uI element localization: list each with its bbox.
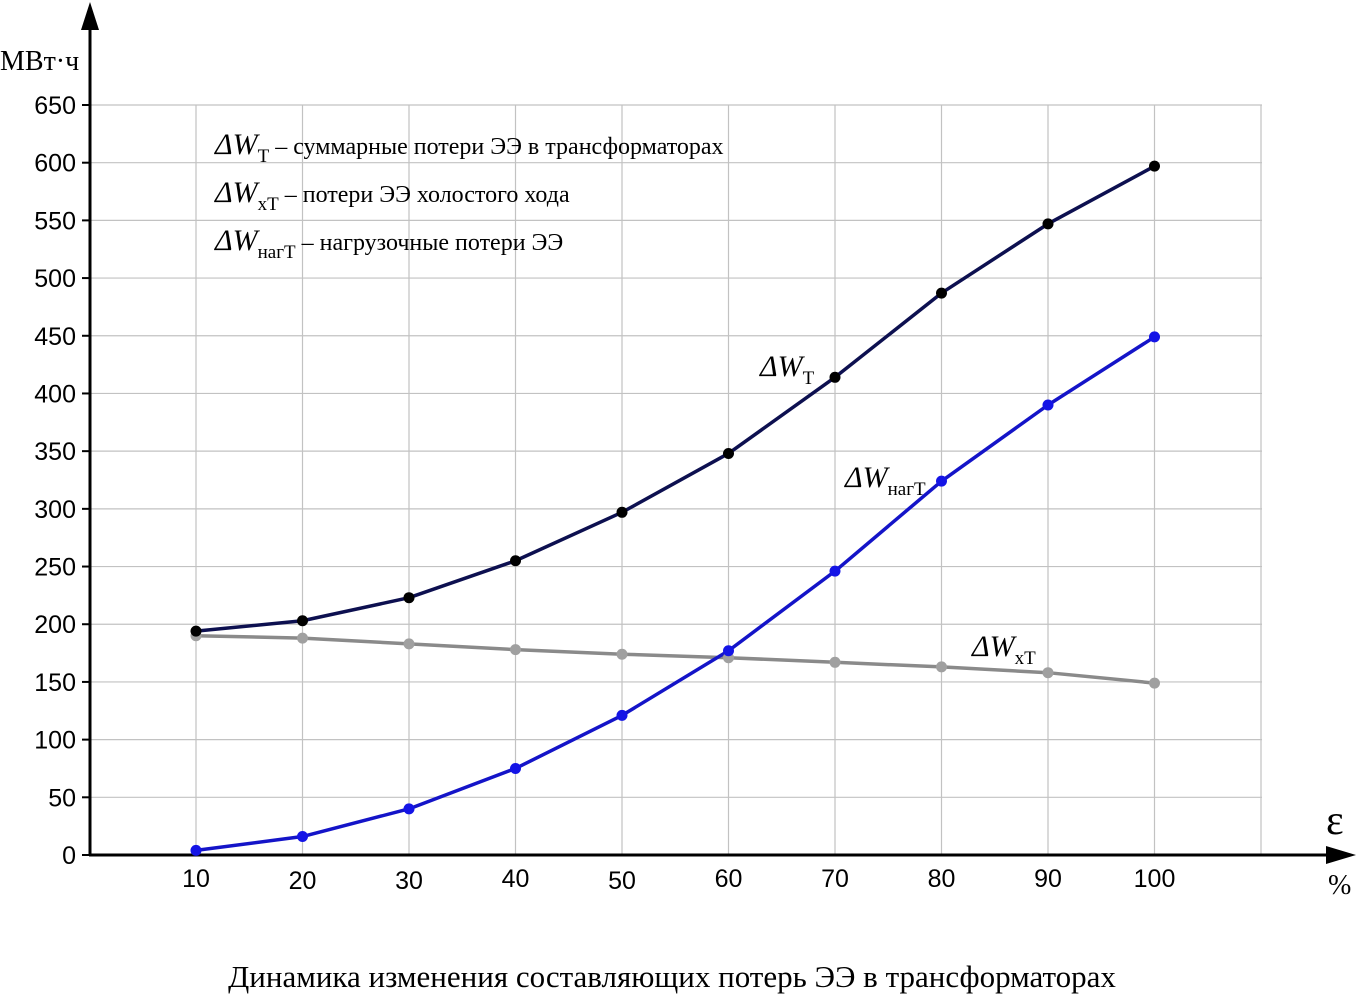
- data-point-total: [1042, 218, 1054, 230]
- y-tick-label: 300: [34, 496, 76, 524]
- y-tick-label: 150: [34, 669, 76, 697]
- x-tick-label: 30: [395, 867, 423, 895]
- x-tick-label: 100: [1134, 865, 1176, 893]
- x-tick-label: 60: [715, 865, 743, 893]
- data-point-load: [829, 565, 841, 577]
- x-tick-label: 70: [821, 865, 849, 893]
- data-point-load: [1149, 331, 1160, 343]
- x-tick-label: 50: [608, 867, 636, 895]
- data-point-total: [403, 592, 415, 604]
- data-point-load: [616, 709, 628, 721]
- series-markers: [190, 160, 1160, 856]
- label-total: ΔWT: [759, 350, 815, 389]
- legend-item: ΔWнагT – нагрузочные потери ЭЭ: [214, 224, 563, 263]
- series-line-total: [195, 164, 1156, 633]
- data-point-total: [1149, 160, 1160, 172]
- x-axis-arrow: [1326, 846, 1356, 864]
- y-tick-label: 400: [34, 380, 76, 408]
- y-tick-label: 0: [62, 842, 76, 870]
- data-point-total: [829, 371, 841, 383]
- data-point-load: [297, 831, 308, 843]
- data-point-load: [403, 803, 415, 815]
- data-point-idle: [1149, 677, 1160, 689]
- y-tick-label: 500: [34, 265, 76, 293]
- series-line-load: [195, 335, 1156, 853]
- x-axis-symbol: ε: [1326, 798, 1344, 844]
- axes: [81, 2, 1356, 864]
- y-tick-label: 200: [34, 611, 76, 639]
- y-tick-label: 600: [34, 150, 76, 178]
- series-line-idle: [195, 634, 1155, 685]
- data-point-total: [510, 555, 521, 567]
- data-point-load: [510, 762, 521, 774]
- data-point-idle: [510, 644, 521, 656]
- annotations: ΔWT ΔWнагT ΔWxT: [759, 350, 1036, 669]
- data-point-total: [723, 447, 734, 459]
- x-tick-label: 20: [289, 867, 317, 895]
- data-point-idle: [403, 638, 415, 650]
- x-tick-label: 80: [928, 865, 956, 893]
- label-load: ΔWнагT: [844, 461, 926, 500]
- y-axis-unit: МВт·ч: [0, 46, 79, 77]
- data-point-load: [1042, 399, 1054, 411]
- data-point-idle: [829, 656, 841, 668]
- legend-item: ΔWT – суммарные потери ЭЭ в трансформато…: [214, 128, 724, 167]
- data-point-idle: [616, 648, 628, 660]
- y-tick-label: 100: [34, 727, 76, 755]
- data-point-total: [297, 615, 308, 627]
- y-tick-label: 350: [34, 438, 76, 466]
- series-lines: [195, 164, 1156, 853]
- y-tick-label: 550: [34, 207, 76, 235]
- legend-item: ΔWxT – потери ЭЭ холостого хода: [214, 176, 570, 215]
- data-point-idle: [936, 661, 947, 673]
- y-axis-arrow: [81, 2, 99, 30]
- legend: ΔWT – суммарные потери ЭЭ в трансформато…: [214, 128, 724, 263]
- data-point-load: [936, 475, 947, 487]
- data-point-total: [190, 625, 202, 637]
- chart-title: Динамика изменения составляющих потерь Э…: [228, 959, 1116, 994]
- data-point-load: [190, 844, 202, 856]
- label-idle: ΔWxT: [971, 630, 1036, 669]
- x-tick-label: 10: [182, 865, 210, 893]
- data-point-total: [936, 287, 947, 299]
- y-tick-label: 50: [48, 784, 76, 812]
- y-tick-label: 650: [34, 92, 76, 120]
- grid: [90, 104, 1262, 855]
- x-tick-label: 40: [502, 865, 530, 893]
- data-point-total: [616, 506, 628, 518]
- tick-labels: 0 50 100 150 200 250 300 350 400 450 500 550 600 650 1…: [34, 92, 1175, 895]
- y-tick-label: 250: [34, 554, 76, 582]
- data-point-idle: [297, 632, 308, 644]
- data-point-load: [723, 645, 734, 657]
- y-tick-label: 450: [34, 323, 76, 351]
- x-axis-unit: %: [1328, 870, 1351, 901]
- data-point-idle: [1042, 667, 1054, 679]
- x-tick-label: 90: [1034, 865, 1062, 893]
